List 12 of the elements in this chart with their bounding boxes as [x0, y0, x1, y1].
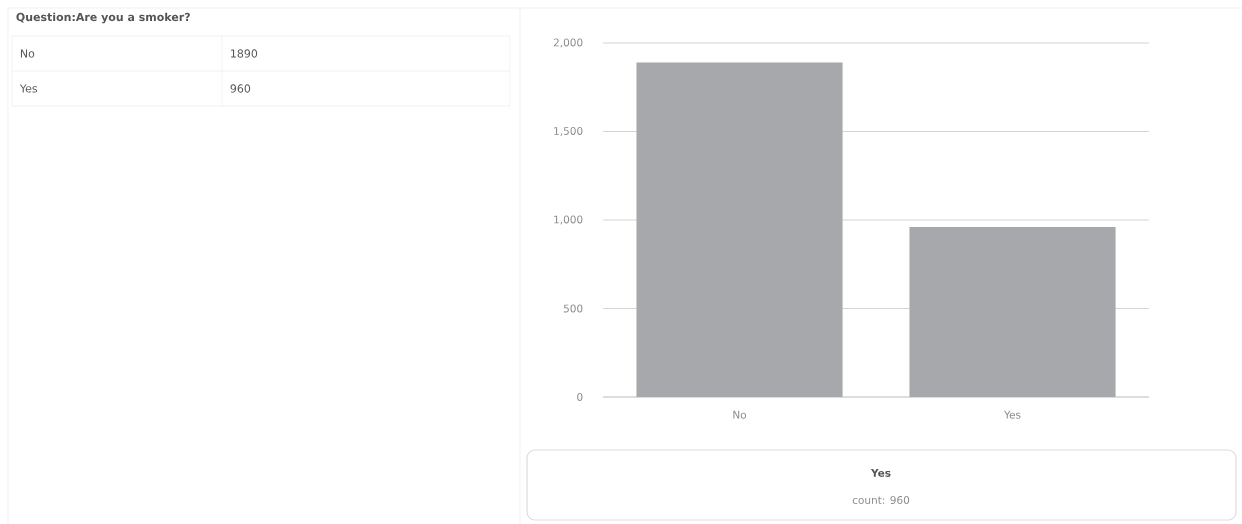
data-label: 1890: [231, 49, 258, 58]
category-label: Yes: [19, 84, 38, 93]
text: Question:Are you a smoker?: [16, 12, 190, 24]
y-tick-label: 1,500: [554, 126, 583, 136]
y-tick-label: 2,000: [553, 38, 583, 48]
y-tick-label: 0: [577, 393, 583, 401]
category-label: No: [20, 49, 35, 58]
y-tick-label: 500: [563, 304, 583, 313]
text: count: 960: [852, 496, 910, 504]
text: Yes: [870, 469, 891, 477]
data-label: 960: [230, 84, 251, 93]
y-tick-label: 1,000: [554, 215, 583, 225]
